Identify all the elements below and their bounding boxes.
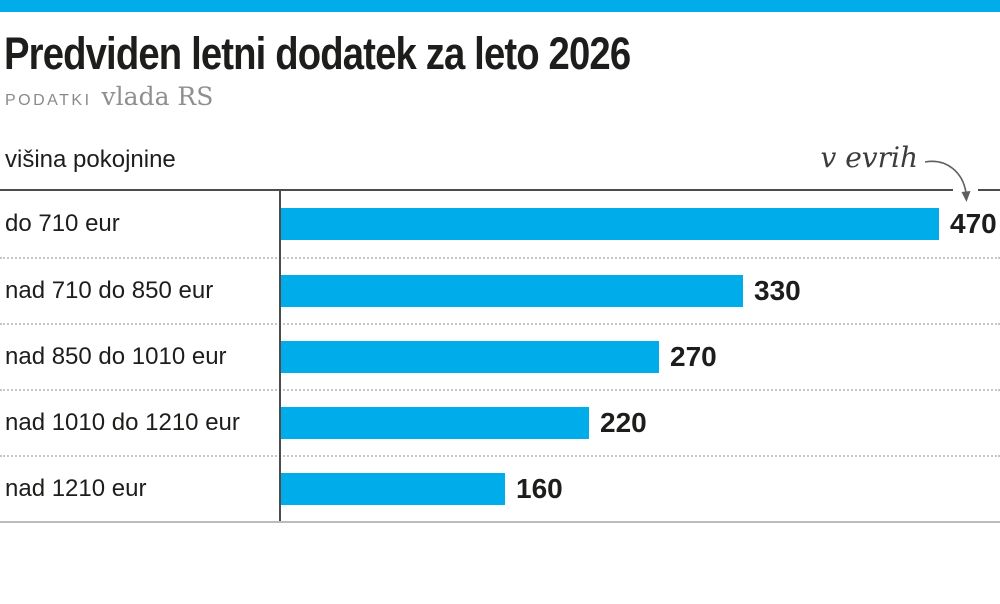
- bar: [281, 208, 939, 240]
- source-label: PODATKI: [5, 92, 92, 109]
- bar: [281, 473, 505, 505]
- value-label: 160: [516, 473, 563, 504]
- unit-annotation: v evrih: [820, 141, 918, 174]
- category-label: do 710 eur: [5, 210, 120, 237]
- header-rule-left: [0, 189, 953, 191]
- chart-row: do 710 eur 470: [0, 191, 1000, 257]
- category-label: nad 710 do 850 eur: [5, 277, 214, 304]
- bar: [281, 275, 743, 307]
- bar: [281, 341, 659, 373]
- value-label: 270: [670, 341, 717, 372]
- page-title: Predviden letni dodatek za leto 2026: [4, 28, 631, 79]
- chart-row: nad 1010 do 1210 eur 220: [0, 389, 1000, 455]
- value-label: 470: [950, 208, 997, 239]
- y-axis-title: višina pokojnine: [5, 146, 176, 173]
- source-line: PODATKI vlada RS: [5, 82, 213, 111]
- chart-row: nad 850 do 1010 eur 270: [0, 323, 1000, 389]
- value-label: 330: [754, 275, 801, 306]
- category-label: nad 1210 eur: [5, 475, 147, 502]
- chart-row: nad 1210 eur 160: [0, 455, 1000, 521]
- category-label: nad 1010 do 1210 eur: [5, 409, 240, 436]
- category-label: nad 850 do 1010 eur: [5, 343, 227, 370]
- bar-chart: do 710 eur 470 nad 710 do 850 eur 330 nad 85…: [0, 191, 1000, 523]
- bar: [281, 407, 589, 439]
- header-rule-right: [978, 189, 1000, 191]
- top-accent-strip: [0, 0, 1000, 12]
- value-label: 220: [600, 407, 647, 438]
- y-axis-line: [279, 190, 281, 521]
- source-value: vlada RS: [101, 82, 214, 111]
- chart-row: nad 710 do 850 eur 330: [0, 257, 1000, 323]
